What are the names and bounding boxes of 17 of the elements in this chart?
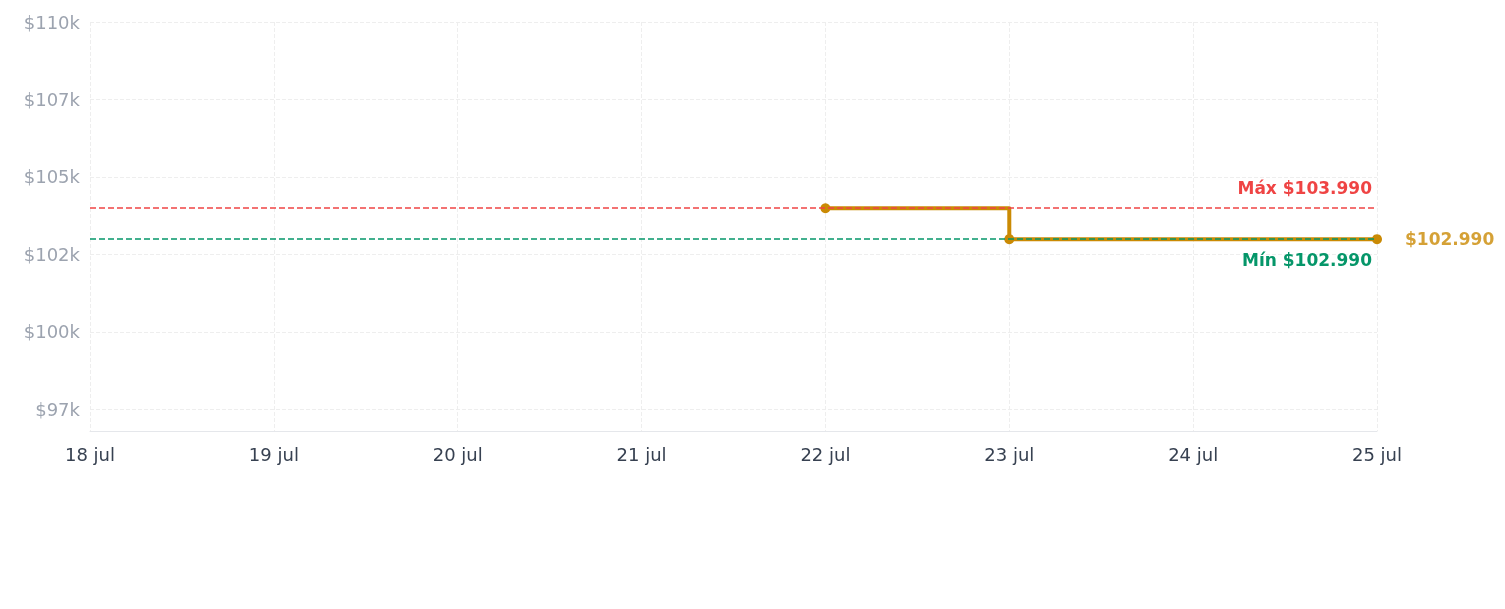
x-tick-label: 18 jul <box>64 443 116 465</box>
x-tick-label: 25 jul <box>1351 443 1403 465</box>
y-tick-label: $97k <box>35 398 81 420</box>
annotation: $102.990 <box>1405 229 1495 250</box>
y-tick-label: $110k <box>23 11 81 33</box>
x-tick-label: 20 jul <box>432 443 483 465</box>
y-tick-label: $105k <box>23 166 81 188</box>
y-tick-label: $107k <box>23 88 81 110</box>
y-tick-label: $100k <box>23 321 81 343</box>
y-tick-label: $102k <box>23 243 81 265</box>
ref-line-label: Máx $103.990 <box>1237 177 1373 198</box>
x-tick-label: 19 jul <box>248 443 299 465</box>
x-tick-label: 24 jul <box>1168 443 1219 465</box>
x-tick-label: 21 jul <box>616 443 667 465</box>
ref-line-label: Mín $102.990 <box>1241 249 1373 270</box>
x-tick-label: 23 jul <box>984 443 1035 465</box>
x-tick-label: 22 jul <box>800 443 851 465</box>
